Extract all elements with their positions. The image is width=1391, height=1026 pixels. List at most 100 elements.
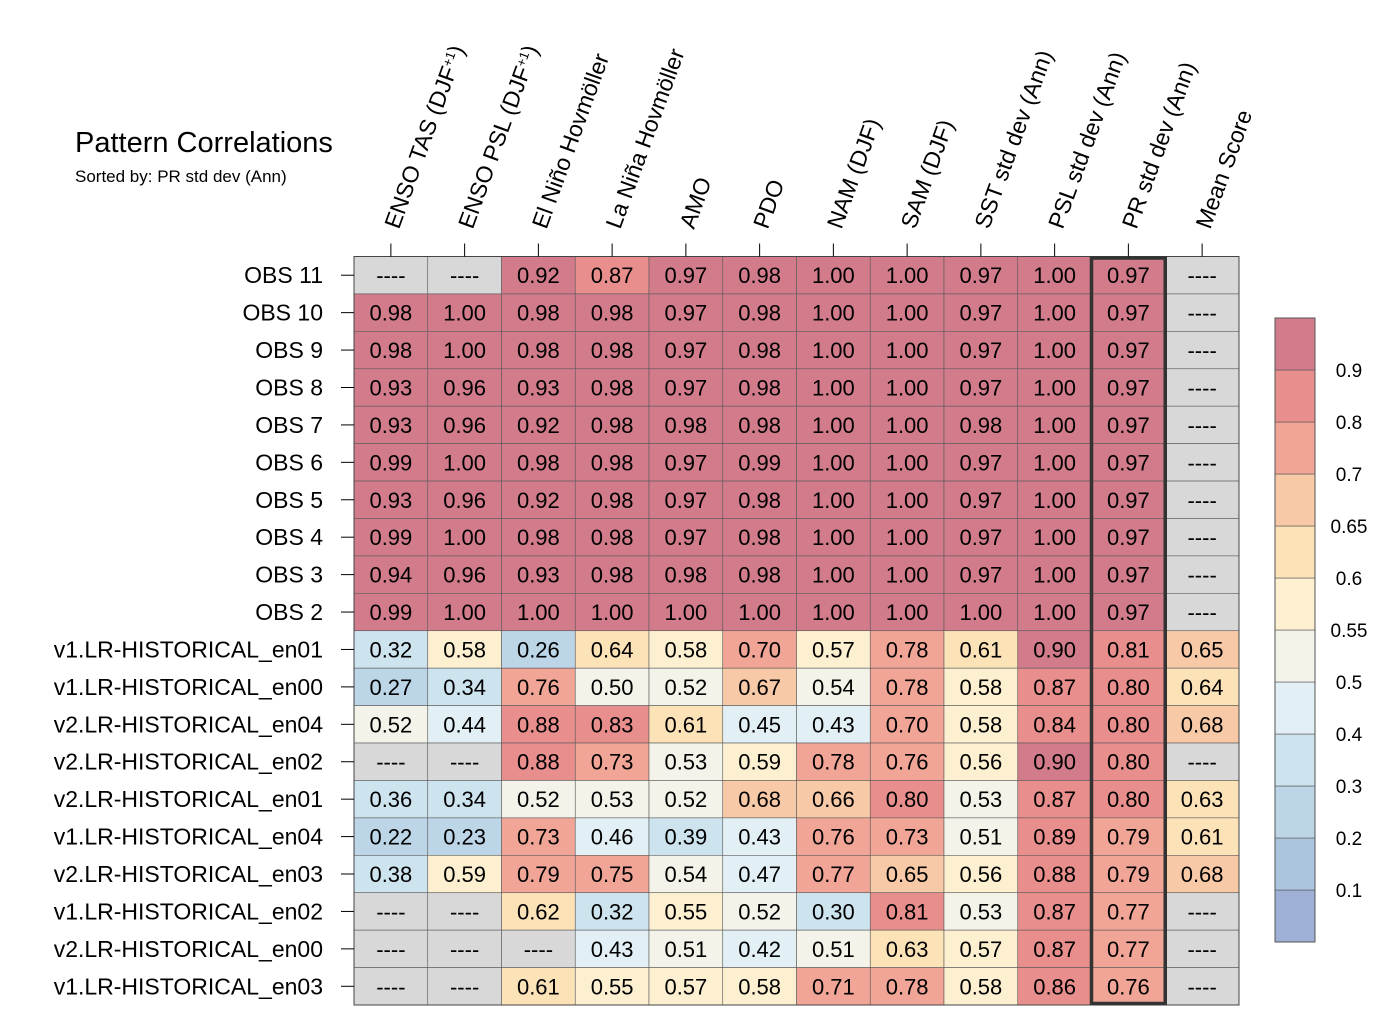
heatmap-cell [869, 518, 945, 557]
cell-value-label: ---- [524, 937, 553, 962]
column-label: AMO [674, 174, 716, 232]
heatmap-cell [943, 593, 1019, 632]
cell-value-label: 0.97 [1107, 450, 1150, 475]
heatmap-cell [1164, 667, 1240, 706]
heatmap-cell [1091, 967, 1166, 1006]
cell-value-label: 0.44 [443, 712, 486, 737]
heatmap-cell [1164, 593, 1240, 632]
cell-value-label: 0.78 [812, 750, 855, 775]
cell-value-label: 0.96 [443, 375, 486, 400]
cell-value-label: 0.93 [517, 375, 560, 400]
cell-value-label: 0.59 [443, 862, 486, 887]
cell-value-label: 0.87 [1033, 787, 1076, 812]
heatmap-cell [796, 854, 871, 894]
heatmap-cell [648, 817, 724, 856]
cell-value-label: 0.98 [738, 563, 781, 588]
heatmap-cell [353, 667, 429, 706]
cell-value-label: 0.73 [886, 825, 929, 850]
cell-value-label: 1.00 [886, 413, 929, 438]
cell-value-label: 0.63 [886, 937, 929, 962]
cell-value-label: 0.36 [369, 787, 412, 812]
heatmap-cell [722, 929, 797, 968]
cell-value-label: 0.58 [959, 712, 1002, 737]
heatmap-cell [1091, 518, 1166, 557]
colorbar-bin [1274, 421, 1316, 475]
cell-value-label: ---- [450, 899, 479, 924]
colorbar-bin [1274, 317, 1316, 371]
cell-value-label: 0.78 [886, 637, 929, 662]
colorbar-bin [1274, 785, 1316, 839]
heatmap-cell [1091, 368, 1166, 407]
colorbar-bin [1274, 473, 1316, 527]
cell-value-label: 0.58 [738, 974, 781, 999]
row-label: v1.LR-HISTORICAL_en04 [54, 824, 324, 850]
cell-value-label: 0.52 [738, 899, 781, 924]
heatmap-cell [869, 443, 945, 482]
heatmap-cell [1164, 854, 1240, 894]
cell-value-label: 1.00 [812, 600, 855, 625]
heatmap-cell [796, 742, 871, 781]
heatmap-cell [353, 555, 429, 594]
cell-value-label: 0.97 [959, 375, 1002, 400]
cell-value-label: 0.99 [738, 450, 781, 475]
cell-value-label: 0.93 [369, 488, 412, 513]
heatmap-cell [574, 593, 650, 632]
cell-value-label: 0.98 [738, 413, 781, 438]
heatmap-cell [1017, 331, 1092, 370]
heatmap-cell [1017, 705, 1092, 744]
heatmap-cell [722, 443, 797, 482]
heatmap-cell [1017, 443, 1092, 482]
cell-value-label: 0.97 [959, 488, 1002, 513]
colorbar-tick-label: 0.4 [1336, 725, 1363, 746]
cell-value-label: ---- [450, 750, 479, 775]
cell-value-label: 0.99 [369, 450, 412, 475]
heatmap-cell [648, 705, 724, 744]
heatmap-cell [722, 780, 797, 819]
heatmap-cell [943, 518, 1019, 557]
cell-value-label: 0.80 [1107, 787, 1150, 812]
column-label: Mean Score [1190, 106, 1257, 231]
column-label: La Niña Hovmöller [600, 45, 689, 232]
cell-value-label: 0.55 [591, 974, 634, 999]
cell-value-label: 0.51 [664, 937, 707, 962]
cell-value-label: 0.79 [517, 862, 560, 887]
cell-value-label: ---- [1187, 301, 1216, 326]
cell-value-label: 0.54 [664, 862, 707, 887]
heatmap-cell [353, 742, 429, 781]
heatmap-cell [648, 518, 724, 557]
cell-value-label: 0.70 [886, 712, 929, 737]
cell-value-label: 1.00 [443, 450, 486, 475]
cell-value-label: 0.64 [591, 637, 634, 662]
cell-value-label: 1.00 [1033, 301, 1076, 326]
heatmap-cell [353, 593, 429, 632]
heatmap-cell [943, 405, 1019, 444]
cell-value-label: 0.97 [1107, 600, 1150, 625]
cell-value-label: 0.42 [738, 937, 781, 962]
cell-value-label: ---- [1187, 525, 1216, 550]
cell-value-label: 1.00 [443, 600, 486, 625]
cell-value-label: 0.53 [591, 787, 634, 812]
chart-title: Pattern Correlations [75, 127, 333, 159]
cell-value-label: 0.98 [738, 263, 781, 288]
cell-value-label: 0.87 [1033, 899, 1076, 924]
heatmap-cell [648, 331, 724, 370]
cell-value-label: ---- [376, 750, 405, 775]
heatmap-cell [869, 593, 945, 632]
heatmap-cell [796, 967, 871, 1006]
heatmap-cell [353, 480, 429, 519]
heatmap-cell [1017, 293, 1092, 332]
heatmap-cell [1017, 256, 1092, 295]
heatmap-cell [353, 705, 429, 744]
cell-value-label: 0.65 [886, 862, 929, 887]
heatmap-cell [796, 817, 871, 856]
cell-value-label: 0.64 [1181, 675, 1224, 700]
cell-value-label: 1.00 [1033, 413, 1076, 438]
cell-value-label: 0.32 [591, 899, 634, 924]
heatmap-cell [796, 667, 871, 706]
heatmap-cell [943, 817, 1019, 856]
cell-value-label: 0.78 [886, 974, 929, 999]
heatmap-frame [353, 256, 1240, 1006]
cell-value-label: 0.99 [369, 600, 412, 625]
heatmap-cell [1017, 854, 1092, 894]
cell-value-label: 0.96 [443, 413, 486, 438]
